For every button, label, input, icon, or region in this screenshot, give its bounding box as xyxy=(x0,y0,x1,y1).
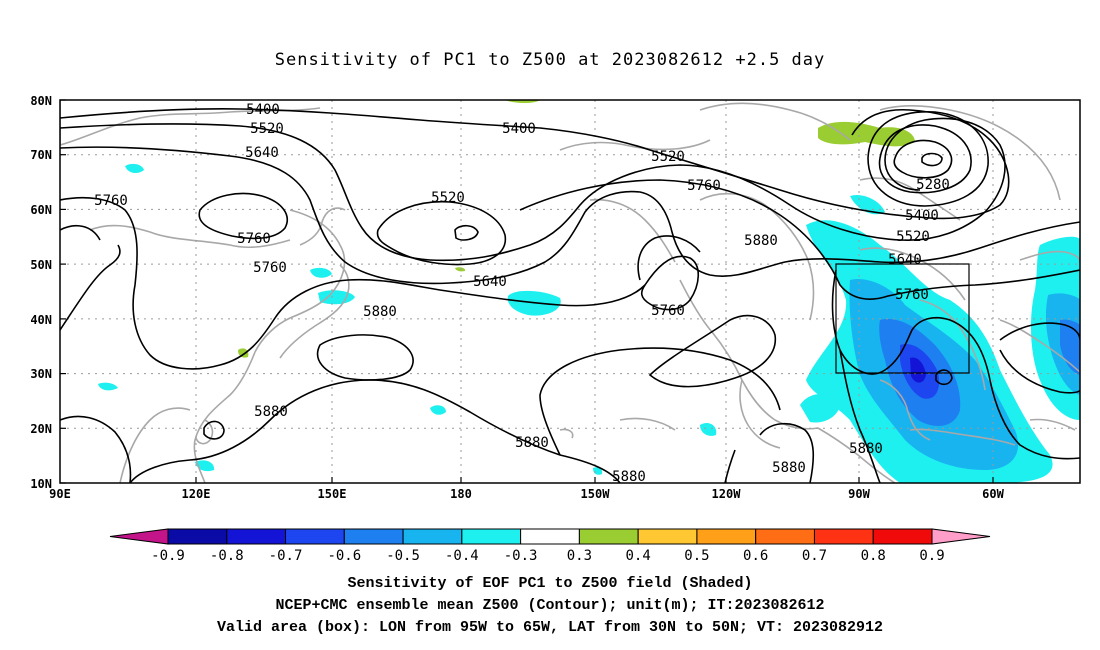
contour-label: 5640 xyxy=(473,274,507,290)
contour-label: 5520 xyxy=(250,121,284,137)
shade-blue-atl xyxy=(1060,319,1080,375)
colorbar-label: -0.7 xyxy=(269,548,303,564)
caption-line: Valid area (box): LON from 95W to 65W, L… xyxy=(216,619,884,636)
lat-label: 50N xyxy=(30,258,52,272)
colorbar-label: 0.7 xyxy=(802,548,827,564)
colorbar-label: -0.3 xyxy=(504,548,538,564)
contour-label: 5760 xyxy=(895,287,929,303)
contour-label: 5880 xyxy=(363,304,397,320)
longitude-labels: 90E 120E 150E 180 150W 120W 90W 60W xyxy=(49,487,1004,501)
colorbar-bin xyxy=(813,528,874,545)
shade-green-dateline xyxy=(455,267,466,272)
contour-label: 5880 xyxy=(772,460,806,476)
colorbar-bin xyxy=(343,528,404,545)
colorbar-right-arrow xyxy=(931,528,991,545)
colorbar-label: 0.5 xyxy=(684,548,709,564)
contour-label: 5760 xyxy=(687,178,721,194)
colorbar-bin xyxy=(872,528,933,545)
colorbar-bin xyxy=(402,528,463,545)
lon-label: 60W xyxy=(982,487,1004,501)
contour-label: 5520 xyxy=(431,190,465,206)
shade-cyan-pac-7 xyxy=(700,423,717,436)
colorbar-label: 0.8 xyxy=(861,548,886,564)
chart-title: Sensitivity of PC1 to Z500 at 2023082612… xyxy=(274,50,826,70)
colorbar: -0.9 -0.8 -0.7 -0.6 -0.5 -0.4 -0.3 0.3 0.4 0.5 0.6… xyxy=(109,528,991,564)
contour-label: 5640 xyxy=(245,145,279,161)
shade-cyan-pac-3 xyxy=(310,267,332,278)
shade-cyan-pac-2 xyxy=(318,290,355,305)
graticule xyxy=(60,100,1080,483)
shade-cyan-pac-5 xyxy=(98,382,118,391)
contour-label: 5400 xyxy=(905,208,939,224)
contour-label: 5880 xyxy=(849,441,883,457)
colorbar-bin xyxy=(578,528,639,545)
sensitivity-shading xyxy=(98,100,1080,483)
contour-label: 5760 xyxy=(94,193,128,209)
z500-contours xyxy=(60,108,1080,483)
shade-cyan-pac-6 xyxy=(430,405,446,415)
colorbar-label: 0.4 xyxy=(626,548,651,564)
map-panel: 5400 5520 5640 5400 5520 5760 5760 5520 … xyxy=(60,100,1080,485)
colorbar-label: 0.3 xyxy=(567,548,592,564)
colorbar-label: 0.6 xyxy=(743,548,768,564)
lon-label: 90E xyxy=(49,487,71,501)
contour-label: 5880 xyxy=(612,469,646,485)
colorbar-bin xyxy=(637,528,698,545)
contour-label: 5880 xyxy=(515,435,549,451)
colorbar-bin xyxy=(755,528,815,545)
map-frame xyxy=(59,99,1081,484)
captions: Sensitivity of EOF PC1 to Z500 field (Sh… xyxy=(0,573,1100,639)
lon-label: 90W xyxy=(848,487,870,501)
colorbar-left-arrow xyxy=(109,528,169,545)
colorbar-bin xyxy=(285,528,345,545)
shade-cyan-pac-4 xyxy=(125,163,144,174)
colorbar-label: -0.4 xyxy=(445,548,479,564)
contour-label: 5880 xyxy=(254,404,288,420)
lon-label: 150E xyxy=(318,487,347,501)
caption-line: NCEP+CMC ensemble mean Z500 (Contour); u… xyxy=(275,597,825,614)
contour-label: 5520 xyxy=(896,229,930,245)
lat-label: 10N xyxy=(30,477,52,491)
colorbar-bin xyxy=(461,528,522,545)
contour-label: 5640 xyxy=(888,252,922,268)
colorbar-label: -0.5 xyxy=(386,548,420,564)
lat-label: 30N xyxy=(30,367,52,381)
latitude-labels: 80N 70N 60N 50N 40N 30N 20N 10N xyxy=(30,94,52,491)
lat-label: 40N xyxy=(30,313,52,327)
colorbar-label: -0.9 xyxy=(151,548,185,564)
contour-label: 5760 xyxy=(237,231,271,247)
lat-label: 20N xyxy=(30,422,52,436)
lat-label: 80N xyxy=(30,94,52,108)
colorbar-bin xyxy=(167,528,228,545)
contour-label: 5760 xyxy=(651,303,685,319)
colorbar-label: -0.6 xyxy=(327,548,361,564)
shade-cyan-us-2 xyxy=(800,393,841,423)
caption-line: Sensitivity of EOF PC1 to Z500 field (Sh… xyxy=(347,575,753,592)
lat-label: 60N xyxy=(30,203,52,217)
contour-labels: 5400 5520 5640 5400 5520 5760 5760 5520 … xyxy=(94,102,950,485)
colorbar-bin xyxy=(520,528,580,545)
shade-deepblue-us xyxy=(910,357,926,383)
colorbar-label: 0.9 xyxy=(919,548,944,564)
lon-label: 120W xyxy=(712,487,742,501)
colorbar-bin xyxy=(226,528,287,545)
colorbar-label: -0.8 xyxy=(210,548,244,564)
colorbar-bin xyxy=(696,528,757,545)
valid-area-box xyxy=(835,263,970,374)
lon-label: 180 xyxy=(450,487,472,501)
lat-label: 70N xyxy=(30,148,52,162)
contour-label: 5760 xyxy=(253,260,287,276)
tick-marks xyxy=(60,99,994,484)
contour-label: 5520 xyxy=(651,149,685,165)
lon-label: 120E xyxy=(182,487,211,501)
lon-label: 150W xyxy=(581,487,611,501)
contour-label: 5880 xyxy=(744,233,778,249)
contour-label: 5400 xyxy=(246,102,280,118)
contour-label: 5400 xyxy=(502,121,536,137)
contour-label: 5280 xyxy=(916,177,950,193)
